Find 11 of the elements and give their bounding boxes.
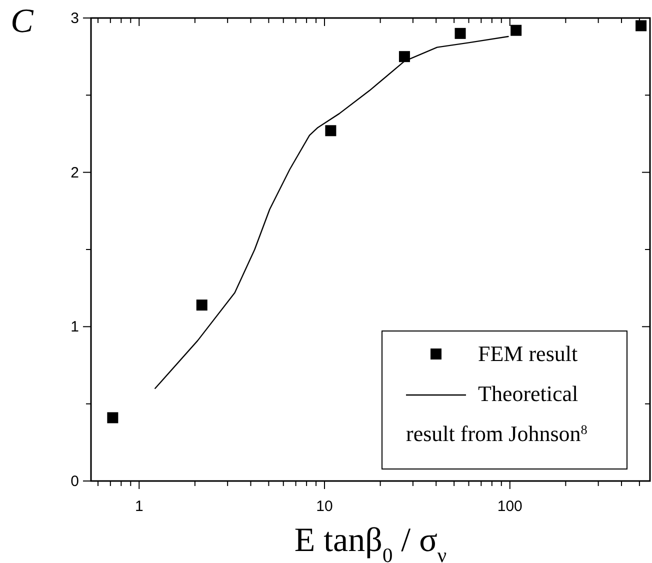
y-tick-label: 3	[70, 10, 79, 27]
legend-label: Theoretical result from Johnson$^{8}$	[406, 381, 588, 446]
x-tick-label: 1	[134, 498, 144, 515]
x-tick-label: 10	[316, 498, 333, 515]
legend-label: FEM result	[478, 341, 578, 366]
x-axis-title: E tanβ$_{0}$ / σ$_{ν}$	[294, 522, 447, 563]
y-tick-label: 1	[70, 318, 79, 336]
y-tick-label: 2	[70, 164, 79, 182]
y-axis-title: C	[10, 3, 34, 40]
y-tick-label: 0	[70, 473, 79, 490]
x-tick-label: 100	[497, 498, 522, 515]
